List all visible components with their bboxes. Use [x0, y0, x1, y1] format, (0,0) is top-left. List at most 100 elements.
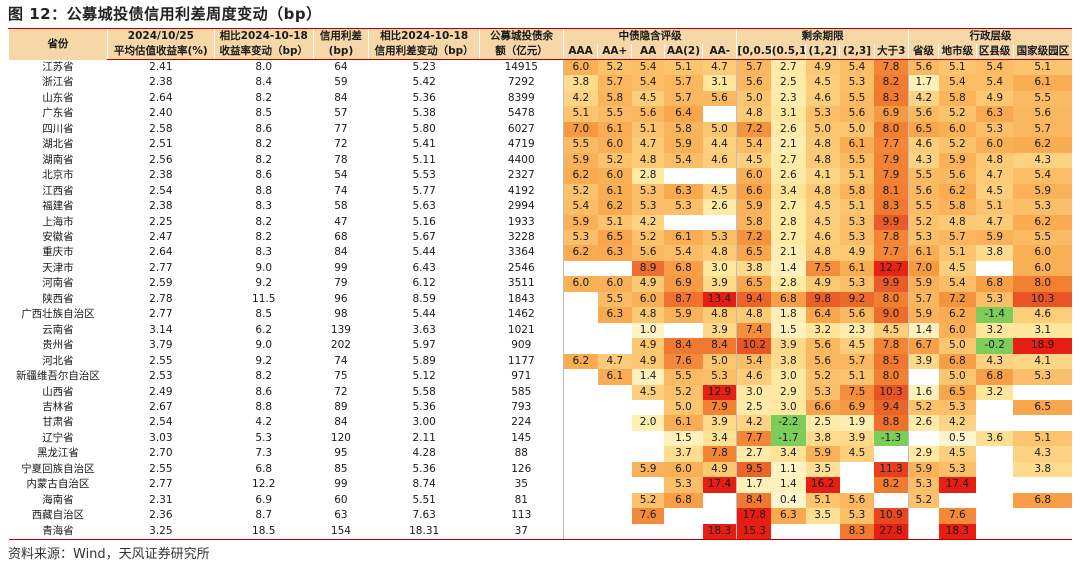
heat-cell: 4.8 [631, 307, 665, 323]
yield-cell: 2.77 [149, 261, 173, 274]
heat-cell: 3.5 [805, 508, 840, 524]
balance-cell: 3511 [507, 277, 535, 290]
heat-cell [703, 508, 737, 523]
heat-cell [976, 415, 1013, 430]
header-rating-2: AA [631, 44, 665, 60]
heat-cell [562, 369, 598, 385]
heat-cell: 12.9 [702, 384, 737, 400]
heat-cell: 6.0 [597, 168, 632, 184]
heat-cell: 3.8 [976, 245, 1014, 261]
header-admin-1: 地市级 [938, 44, 977, 60]
heat-cell: 10.3 [874, 384, 909, 400]
spread-change-cell: 5.12 [412, 370, 436, 383]
province-cell: 贵州省 [42, 339, 74, 352]
heat-cell [562, 260, 598, 277]
yield-change-cell: 9.2 [255, 277, 273, 290]
spread-cell: 79 [334, 277, 348, 290]
spread-cell: 72 [334, 385, 348, 398]
heat-cell: 6.3 [597, 307, 632, 323]
spread-change-cell: 5.16 [412, 215, 436, 228]
yield-change-cell: 8.5 [255, 107, 273, 120]
yield-change-cell: 8.2 [255, 230, 273, 243]
heat-cell: 7.6 [631, 508, 665, 524]
heat-cell: 6.0 [562, 59, 598, 76]
heat-cell: 7.9 [874, 152, 909, 169]
heat-cell [598, 431, 632, 446]
heat-cell: 6.2 [562, 168, 598, 184]
heat-cell: 5.6 [805, 353, 840, 370]
yield-cell: 2.49 [149, 385, 173, 398]
heat-cell: 4.3 [907, 152, 939, 169]
heat-cell: 5.2 [562, 183, 598, 200]
heat-cell: 5.3 [805, 384, 840, 400]
table-row: 上海市 2.25 8.2 47 5.16 1933 5.9 5.1 4.2 5.8 2.8 4.5 5.… [9, 214, 1072, 230]
heat-cell [976, 462, 1013, 477]
yield-cell: 2.54 [149, 184, 173, 197]
table-row: 江西省 2.54 8.8 74 5.77 4192 5.2 6.1 5.3 6.3 4.5 6.6 3.… [9, 183, 1072, 200]
heat-cell [976, 400, 1013, 415]
spread-change-cell: 3.00 [412, 416, 436, 429]
spread-cell: 84 [334, 246, 348, 259]
yield-change-cell: 8.3 [255, 246, 273, 259]
spread-change-cell: 5.23 [412, 61, 436, 73]
yield-cell: 2.38 [149, 200, 173, 213]
spread-change-cell: 5.44 [412, 246, 436, 259]
heat-cell: 6.6 [736, 183, 772, 200]
spread-change-cell: 8.59 [412, 292, 436, 305]
yield-change-cell: 8.6 [255, 385, 273, 398]
heat-cell [1013, 477, 1072, 492]
yield-change-cell: 8.5 [255, 308, 273, 321]
heat-cell: 8.8 [874, 415, 909, 431]
heat-cell: 8.0 [874, 291, 909, 308]
heat-cell: 9.0 [874, 307, 909, 323]
heat-cell: 5.1 [839, 369, 875, 385]
heat-cell: 4.7 [976, 214, 1014, 230]
balance-cell: 145 [511, 431, 532, 444]
header-rating-0: AAA [562, 44, 598, 60]
figure-title: 图 12：公募城投债信用利差周度变动（bp） [8, 5, 322, 23]
heat-cell [598, 261, 632, 276]
heat-cell: 18.9 [1013, 338, 1072, 354]
heat-cell: 6.0 [938, 121, 977, 138]
heat-cell: 4.7 [976, 168, 1014, 184]
heat-cell: 3.7 [664, 446, 703, 462]
heat-cell: -2.2 [771, 415, 806, 431]
heat-cell: 1.8 [771, 307, 806, 323]
heat-cell: 27.8 [874, 523, 909, 541]
province-cell: 浙江省 [42, 76, 74, 89]
spread-change-cell: 5.58 [412, 385, 436, 398]
spread-change-cell: 2.11 [412, 431, 436, 444]
heat-cell: 7.9 [874, 168, 909, 184]
heat-cell [703, 106, 737, 121]
heat-cell: 3.4 [702, 430, 737, 447]
yield-change-cell: 9.0 [255, 261, 273, 274]
yield-cell: 2.38 [149, 76, 173, 89]
heat-cell: 5.5 [907, 168, 939, 184]
heat-cell: 6.2 [1013, 137, 1072, 153]
heat-cell: 4.9 [839, 245, 875, 261]
heat-cell: 5.7 [736, 59, 772, 76]
heat-cell: 2.7 [771, 229, 806, 246]
spread-cell: 63 [334, 509, 348, 522]
table-row: 山西省 2.49 8.6 72 5.58 585 4.5 5.2 12.9 3.0 2.9 5.3 7.… [9, 384, 1073, 400]
table-row: 江苏省 2.41 8.0 64 5.23 14915 6.0 5.2 5.4 5.1 4.7 5.7 2… [9, 59, 1072, 76]
heat-cell: 5.9 [664, 307, 703, 323]
heat-cell: 8.2 [874, 477, 909, 493]
heat-cell [907, 523, 939, 541]
heat-cell: 5.7 [907, 291, 939, 308]
heat-cell: 5.1 [562, 106, 598, 122]
balance-cell: 909 [511, 339, 532, 352]
heat-cell: 4.1 [1013, 353, 1072, 370]
heat-cell: 6.2 [938, 307, 977, 323]
spread-cell: 120 [330, 431, 351, 444]
spread-change-cell: 6.12 [412, 277, 436, 290]
heat-cell: 6.1 [597, 121, 632, 138]
spread-cell: 60 [334, 493, 348, 506]
spread-cell: 84 [334, 91, 348, 104]
table-row: 湖南省 2.56 8.2 78 5.11 4400 5.9 5.2 4.8 5.4 4.6 4.5 2.… [9, 152, 1072, 169]
heat-cell [562, 399, 598, 416]
heat-cell [1013, 415, 1072, 430]
heat-cell: 4.6 [805, 90, 840, 107]
heat-cell: 5.7 [664, 75, 703, 91]
table-row: 西藏自治区 2.36 8.7 63 7.63 113 7.6 17.8 6.3 3.5 5.3 10.… [9, 508, 1073, 524]
